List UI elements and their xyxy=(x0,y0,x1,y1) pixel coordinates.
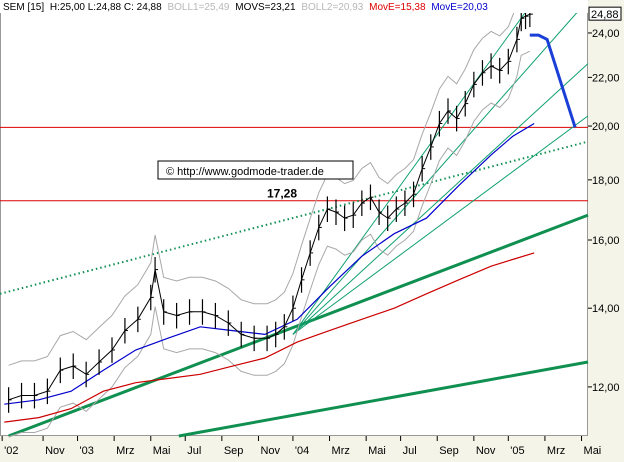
x-tick-label: Mai xyxy=(584,445,602,457)
x-tick-label: Jul xyxy=(187,445,201,457)
price-line xyxy=(8,13,531,401)
x-tick-label: Mrz xyxy=(332,445,350,457)
y-tick-label: 14,00 xyxy=(592,303,620,315)
y-axis-panel xyxy=(588,0,624,462)
level-label: 17,28 xyxy=(267,187,297,201)
x-tick-label: Sep xyxy=(439,445,459,457)
x-tick-label: '02 xyxy=(4,445,18,457)
x-tick-label: Mai xyxy=(153,445,171,457)
x-tick-label: Mai xyxy=(368,445,386,457)
trendline-channel-5 xyxy=(292,63,589,335)
y-axis-ticks: 12,00 14,00 16,00 18,00 20,00 22,00 24,00 xyxy=(588,28,620,394)
series-line-ema15 xyxy=(4,252,535,423)
x-tick-label: Jul xyxy=(403,445,417,457)
x-tick-label: '04 xyxy=(295,445,309,457)
y-tick-label: 22,00 xyxy=(592,72,620,84)
y-tick-label: 18,00 xyxy=(592,175,620,187)
header-symbol: SEM [15] xyxy=(3,2,44,13)
x-tick-label: Mrz xyxy=(116,445,134,457)
last-price-label: 24,88 xyxy=(591,9,619,21)
trendlines xyxy=(0,0,589,438)
header-text: SEM [15] H:25,00 L:24,88 C: 24,88 BOLL1=… xyxy=(3,2,488,13)
x-axis-ticks: '02 Nov '03 Mrz Mai Jul Sep Nov '04 Mrz Mai Jul Sep N… xyxy=(1,436,602,457)
header-ohlc: H:25,00 L:24,88 C: 24,88 xyxy=(50,2,162,13)
x-tick-label: '05 xyxy=(510,445,524,457)
header-boll1: BOLL1=25,49 xyxy=(167,2,229,13)
header-bar xyxy=(0,0,588,13)
trendline-channel-4 xyxy=(292,0,589,335)
x-tick-label: Mrz xyxy=(547,445,565,457)
price-bars xyxy=(8,1,533,413)
y-tick-label: 20,00 xyxy=(592,121,620,133)
header-movs: MOVS=23,21 xyxy=(235,2,296,13)
x-tick-label: '03 xyxy=(80,445,94,457)
series-line-projection xyxy=(529,33,577,128)
header-move15: MovE=15,38 xyxy=(369,2,426,13)
y-tick-label: 12,00 xyxy=(592,382,620,394)
header-boll2: BOLL2=20,93 xyxy=(301,2,363,13)
x-tick-label: Nov xyxy=(260,445,280,457)
trendline-channel-6 xyxy=(292,115,589,335)
y-tick-label: 24,00 xyxy=(592,28,620,40)
watermark-box xyxy=(157,160,354,180)
trendline-thick-1 xyxy=(178,360,589,438)
x-axis-panel xyxy=(0,436,624,462)
series-lines xyxy=(4,0,577,438)
horizontal-levels xyxy=(0,126,588,202)
x-tick-label: Nov xyxy=(45,445,65,457)
trendline-thick-0 xyxy=(8,213,589,438)
x-tick-label: Nov xyxy=(476,445,496,457)
y-tick-label: 16,00 xyxy=(592,235,620,247)
watermark-text: © http://www.godmode-trader.de xyxy=(166,166,324,178)
last-price-marker xyxy=(588,6,622,21)
bollinger-upper xyxy=(8,0,519,366)
trendline-channel-3 xyxy=(292,0,535,335)
series-line-ema20 xyxy=(4,122,535,405)
x-tick-label: Sep xyxy=(224,445,244,457)
bollinger-lower xyxy=(8,50,531,438)
header-move20: MovE=20,03 xyxy=(431,2,488,13)
